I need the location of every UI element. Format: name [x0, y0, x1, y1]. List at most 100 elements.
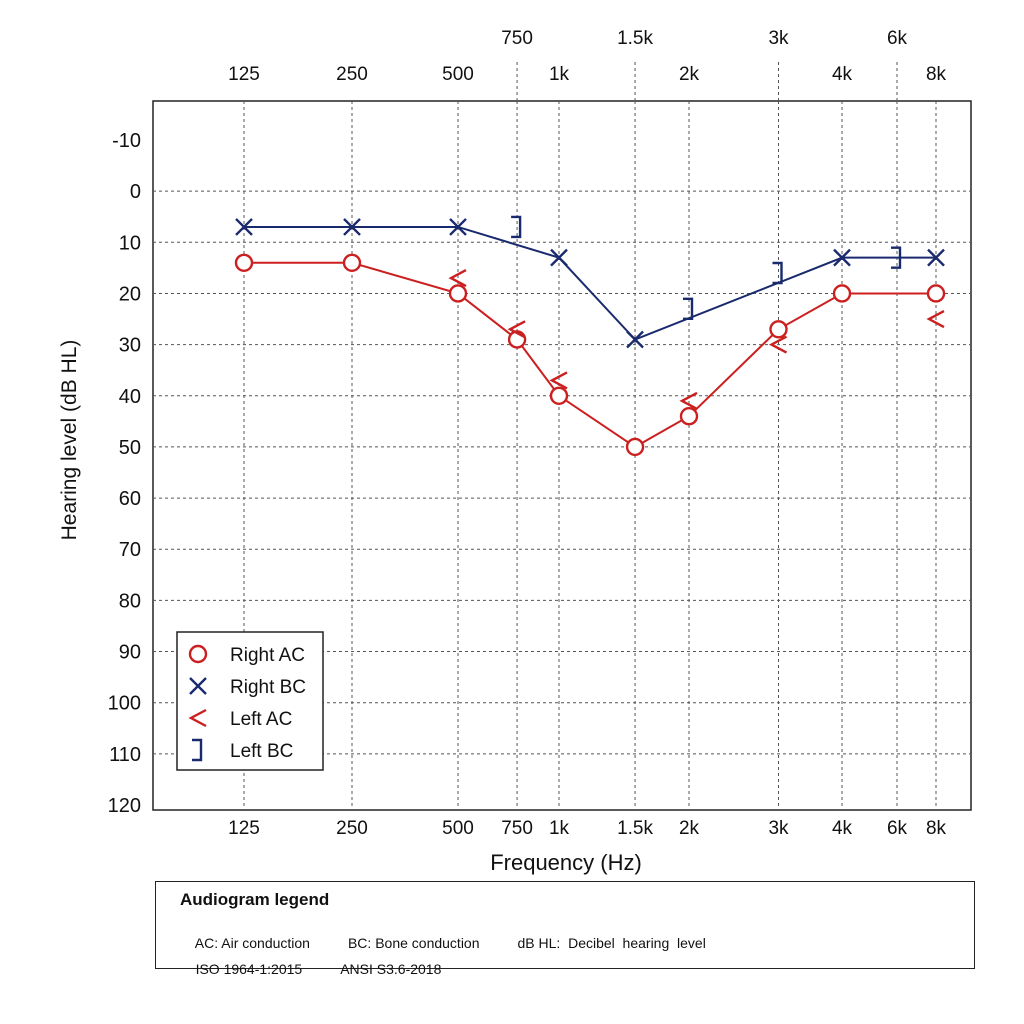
data-point-left-ac	[768, 335, 788, 354]
cross-marker	[550, 248, 568, 267]
x-tick-label: 250	[336, 818, 368, 839]
data-point-left-bc	[683, 297, 694, 321]
data-point-left-bc	[890, 246, 902, 269]
data-point-left-ac	[926, 309, 945, 329]
circle-marker	[342, 253, 362, 272]
x-tick-label: 1k	[549, 818, 570, 839]
legend-label-left-bc: Left BC	[230, 741, 293, 762]
cross-marker	[833, 248, 851, 267]
top-x-tick-label: 4k	[832, 64, 853, 85]
top-x-tick-label-inter: 6k	[887, 28, 908, 49]
y-tick-label: 40	[119, 386, 141, 408]
data-point-right-bc	[833, 248, 851, 267]
plot-frame	[152, 100, 972, 811]
top-x-tick-label: 8k	[926, 64, 947, 85]
data-point-right-ac	[234, 253, 254, 272]
legend-iso-standard: ISO 1964-1:2015	[195, 961, 303, 977]
series-line-right-bc	[244, 225, 936, 341]
circle-marker	[234, 253, 254, 272]
legend-label-right-ac: Right AC	[230, 645, 305, 666]
data-point-right-ac	[448, 284, 468, 303]
angle-marker	[448, 269, 467, 288]
data-point-left-ac	[507, 320, 526, 339]
y-tick-label: -10	[112, 130, 141, 152]
data-point-right-bc	[626, 330, 644, 349]
cross-marker	[449, 218, 467, 236]
circle-marker	[188, 644, 208, 664]
legend-box-line-1: AC: Air conduction BC: Bone conduction dB …	[180, 919, 744, 967]
data-point-right-bc	[343, 218, 361, 236]
y-tick-label: 60	[119, 488, 141, 510]
legend-box-line-2: ISO 1964-1:2015 ANSI S3.6-2018	[180, 945, 479, 993]
x-tick-label: 6k	[887, 818, 908, 839]
data-point-right-bc	[927, 248, 945, 267]
bracket-marker	[192, 738, 203, 762]
data-point-left-ac	[679, 391, 698, 410]
circle-marker	[625, 437, 645, 457]
legend-ansi-standard: ANSI S3.6-2018	[340, 961, 442, 977]
y-tick-label: 120	[108, 795, 141, 817]
bracket-marker	[511, 215, 522, 239]
cross-marker	[189, 677, 207, 695]
y-tick-label: 100	[108, 693, 141, 715]
data-point-left-bc	[511, 215, 522, 239]
y-tick-label: 110	[109, 744, 141, 766]
cross-marker	[235, 218, 253, 236]
data-point-right-bc	[550, 248, 568, 267]
data-point-left-ac	[549, 371, 568, 390]
y-tick-label: 90	[119, 642, 141, 664]
x-tick-label: 4k	[832, 818, 853, 839]
circle-marker	[832, 284, 852, 303]
x-tick-label: 2k	[679, 818, 700, 839]
legend-bc-definition: BC: Bone conduction	[347, 935, 480, 951]
top-x-tick-label-inter: 3k	[768, 28, 789, 49]
y-tick-label: 80	[119, 590, 141, 612]
legend-ac-definition: AC: Air conduction	[194, 935, 310, 951]
legend-marker-left-ac	[188, 708, 207, 728]
angle-marker	[768, 335, 788, 354]
cross-marker	[927, 248, 945, 267]
data-point-right-ac	[769, 320, 788, 339]
y-tick-label: 20	[119, 283, 141, 305]
data-point-right-bc	[235, 218, 253, 236]
audiogram-chart: -10 0 10 20 30 40 50 60 70 80 90 100 110 120 125 250 500…	[58, 28, 972, 875]
cross-marker	[626, 330, 644, 349]
series-line-right-ac	[244, 261, 936, 449]
y-tick-label: 70	[119, 539, 141, 561]
audiogram-legend-box: Audiogram legend AC: Air conduction BC: B…	[155, 881, 975, 977]
data-point-right-ac	[342, 253, 362, 272]
legend-dbhl-definition: dB HL: Decibel hearing level	[517, 935, 706, 951]
top-x-tick-label: 1k	[549, 64, 570, 85]
data-point-left-ac	[448, 269, 467, 288]
x-tick-label: 3k	[768, 818, 789, 839]
series-legend	[176, 631, 324, 771]
top-x-tick-label: 500	[442, 64, 474, 85]
data-point-left-bc	[772, 261, 783, 285]
data-point-right-ac	[926, 284, 946, 303]
angle-marker	[188, 708, 207, 728]
x-tick-label: 500	[442, 818, 474, 839]
y-tick-label: 30	[119, 335, 141, 357]
legend-marker-left-bc	[192, 738, 203, 762]
y-tick-label: 10	[119, 232, 141, 254]
x-tick-label: 8k	[926, 818, 947, 839]
legend-box-title: Audiogram legend	[180, 890, 330, 909]
top-x-tick-label-inter: 1.5k	[617, 28, 653, 49]
x-tick-label: 750	[501, 818, 533, 839]
legend-marker-right-ac	[188, 644, 208, 664]
angle-marker	[507, 320, 526, 339]
data-point-right-ac	[549, 386, 569, 405]
top-x-tick-label-inter: 750	[501, 28, 533, 49]
y-axis-title: Hearing level (dB HL)	[58, 340, 81, 541]
cross-marker	[343, 218, 361, 236]
circle-marker	[448, 284, 468, 303]
y-tick-label: 0	[130, 181, 141, 203]
data-point-right-ac	[625, 437, 645, 457]
circle-marker	[679, 407, 699, 426]
top-x-tick-label: 125	[228, 64, 260, 85]
circle-marker	[926, 284, 946, 303]
x-tick-label: 125	[228, 818, 260, 839]
x-tick-label: 1.5k	[617, 818, 653, 839]
angle-marker	[926, 309, 945, 329]
legend-marker-right-bc	[189, 677, 207, 695]
